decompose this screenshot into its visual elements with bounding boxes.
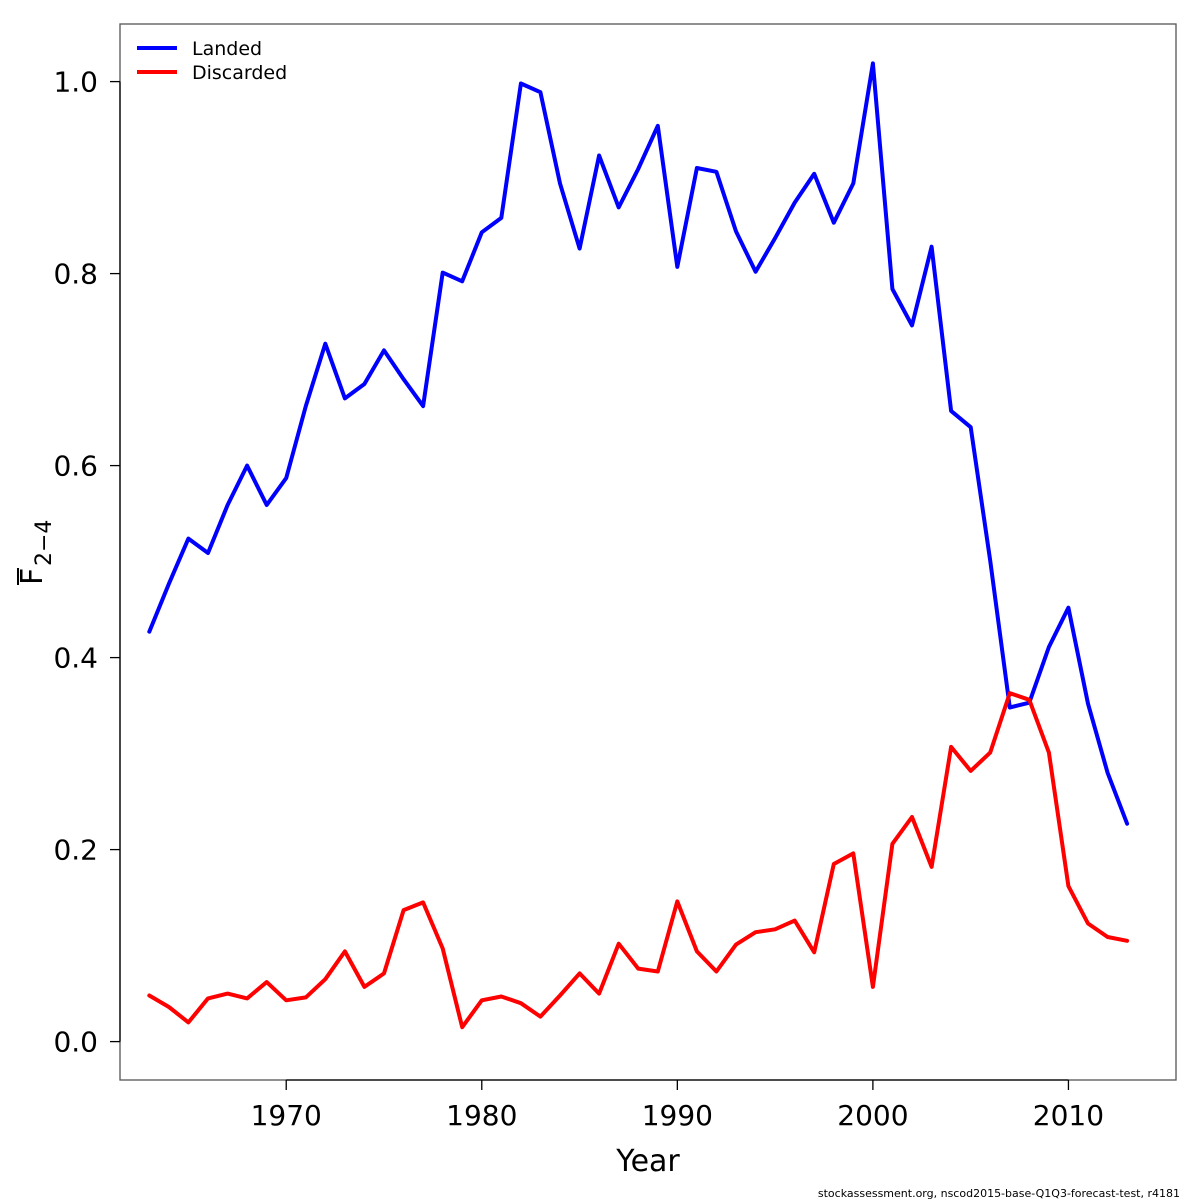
x-tick-label: 1990 bbox=[642, 1099, 713, 1132]
series-layer bbox=[147, 61, 1130, 1030]
x-tick-label: 1980 bbox=[446, 1099, 517, 1132]
x-tick-label: 1970 bbox=[251, 1099, 322, 1132]
y-tick-label: 0.8 bbox=[53, 258, 98, 291]
y-tick-label: 0.4 bbox=[53, 642, 98, 675]
legend: Landed Discarded bbox=[137, 38, 287, 84]
y-tick-label: 0.2 bbox=[53, 834, 98, 867]
plot-area-frame bbox=[119, 23, 1177, 1081]
footer-credit: stockassessment.org, nscod2015-base-Q1Q3… bbox=[818, 1187, 1180, 1200]
y-axis-title-subscript: 2−4 bbox=[32, 520, 57, 566]
y-axis-title-main: F bbox=[15, 568, 50, 585]
x-tick-label: 2000 bbox=[837, 1099, 908, 1132]
y-tick-label: 1.0 bbox=[53, 66, 98, 99]
y-axis: 0.0 0.2 0.4 0.6 0.8 1.0 bbox=[53, 66, 121, 1059]
y-axis-title: F 2−4 bbox=[15, 520, 57, 585]
x-axis-title: Year bbox=[615, 1144, 680, 1179]
legend-label-landed: Landed bbox=[192, 38, 262, 60]
x-axis: 1970 1980 1990 2000 2010 bbox=[251, 1079, 1104, 1132]
legend-label-discarded: Discarded bbox=[192, 62, 287, 84]
series-line-discarded bbox=[147, 691, 1130, 1030]
y-tick-label: 0.6 bbox=[53, 450, 98, 483]
series-line-landed bbox=[147, 61, 1130, 826]
y-tick-label: 0.0 bbox=[53, 1026, 98, 1059]
x-tick-label: 2010 bbox=[1033, 1099, 1104, 1132]
